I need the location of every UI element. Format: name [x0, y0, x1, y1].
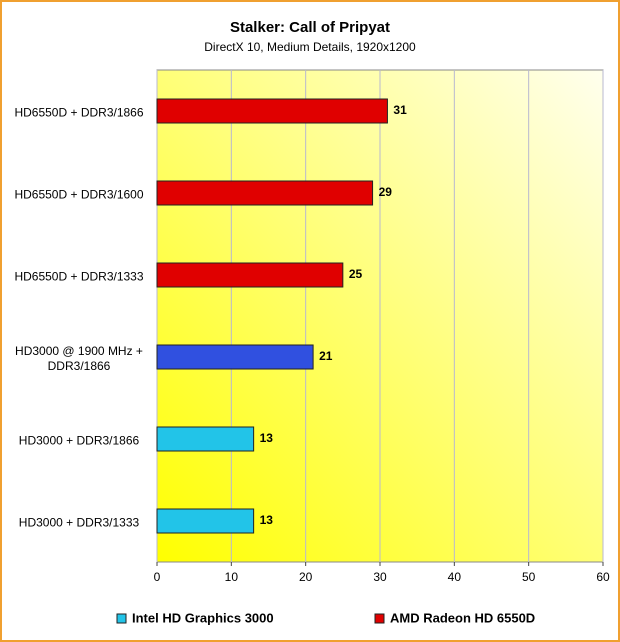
- x-tick-label: 0: [154, 570, 161, 584]
- y-tick-label: HD3000 + DDR3/1333: [18, 515, 140, 530]
- bar: [156, 180, 374, 206]
- legend-swatch: [374, 613, 385, 624]
- value-label: 13: [260, 431, 274, 445]
- x-tick-label: 30: [373, 570, 387, 584]
- x-tick-label: 50: [522, 570, 536, 584]
- x-tick-label: 20: [299, 570, 313, 584]
- chart-title: Stalker: Call of Pripyat: [230, 19, 390, 36]
- y-tick-label: HD6550D + DDR3/1866: [14, 105, 144, 120]
- chart-subtitle: DirectX 10, Medium Details, 1920x1200: [204, 40, 416, 54]
- bar: [156, 426, 255, 452]
- bar: [156, 508, 255, 534]
- legend-label: Intel HD Graphics 3000: [132, 610, 274, 625]
- value-label: 25: [349, 267, 363, 281]
- y-tick-label: HD3000 @ 1900 MHz + DDR3/1866: [15, 344, 143, 373]
- y-tick-label: HD6550D + DDR3/1333: [14, 269, 144, 284]
- bar: [156, 262, 344, 288]
- value-label: 21: [319, 349, 333, 363]
- bar: [156, 98, 388, 124]
- y-tick-label: HD6550D + DDR3/1600: [14, 187, 144, 202]
- x-tick-label: 10: [225, 570, 239, 584]
- legend-swatch: [116, 613, 127, 624]
- value-label: 13: [260, 513, 274, 527]
- legend-label: AMD Radeon HD 6550D: [390, 610, 535, 625]
- value-label: 31: [393, 103, 407, 117]
- bar: [156, 344, 314, 370]
- x-tick-label: 60: [596, 570, 610, 584]
- value-label: 29: [379, 185, 393, 199]
- y-tick-label: HD3000 + DDR3/1866: [18, 433, 140, 448]
- x-tick-label: 40: [448, 570, 462, 584]
